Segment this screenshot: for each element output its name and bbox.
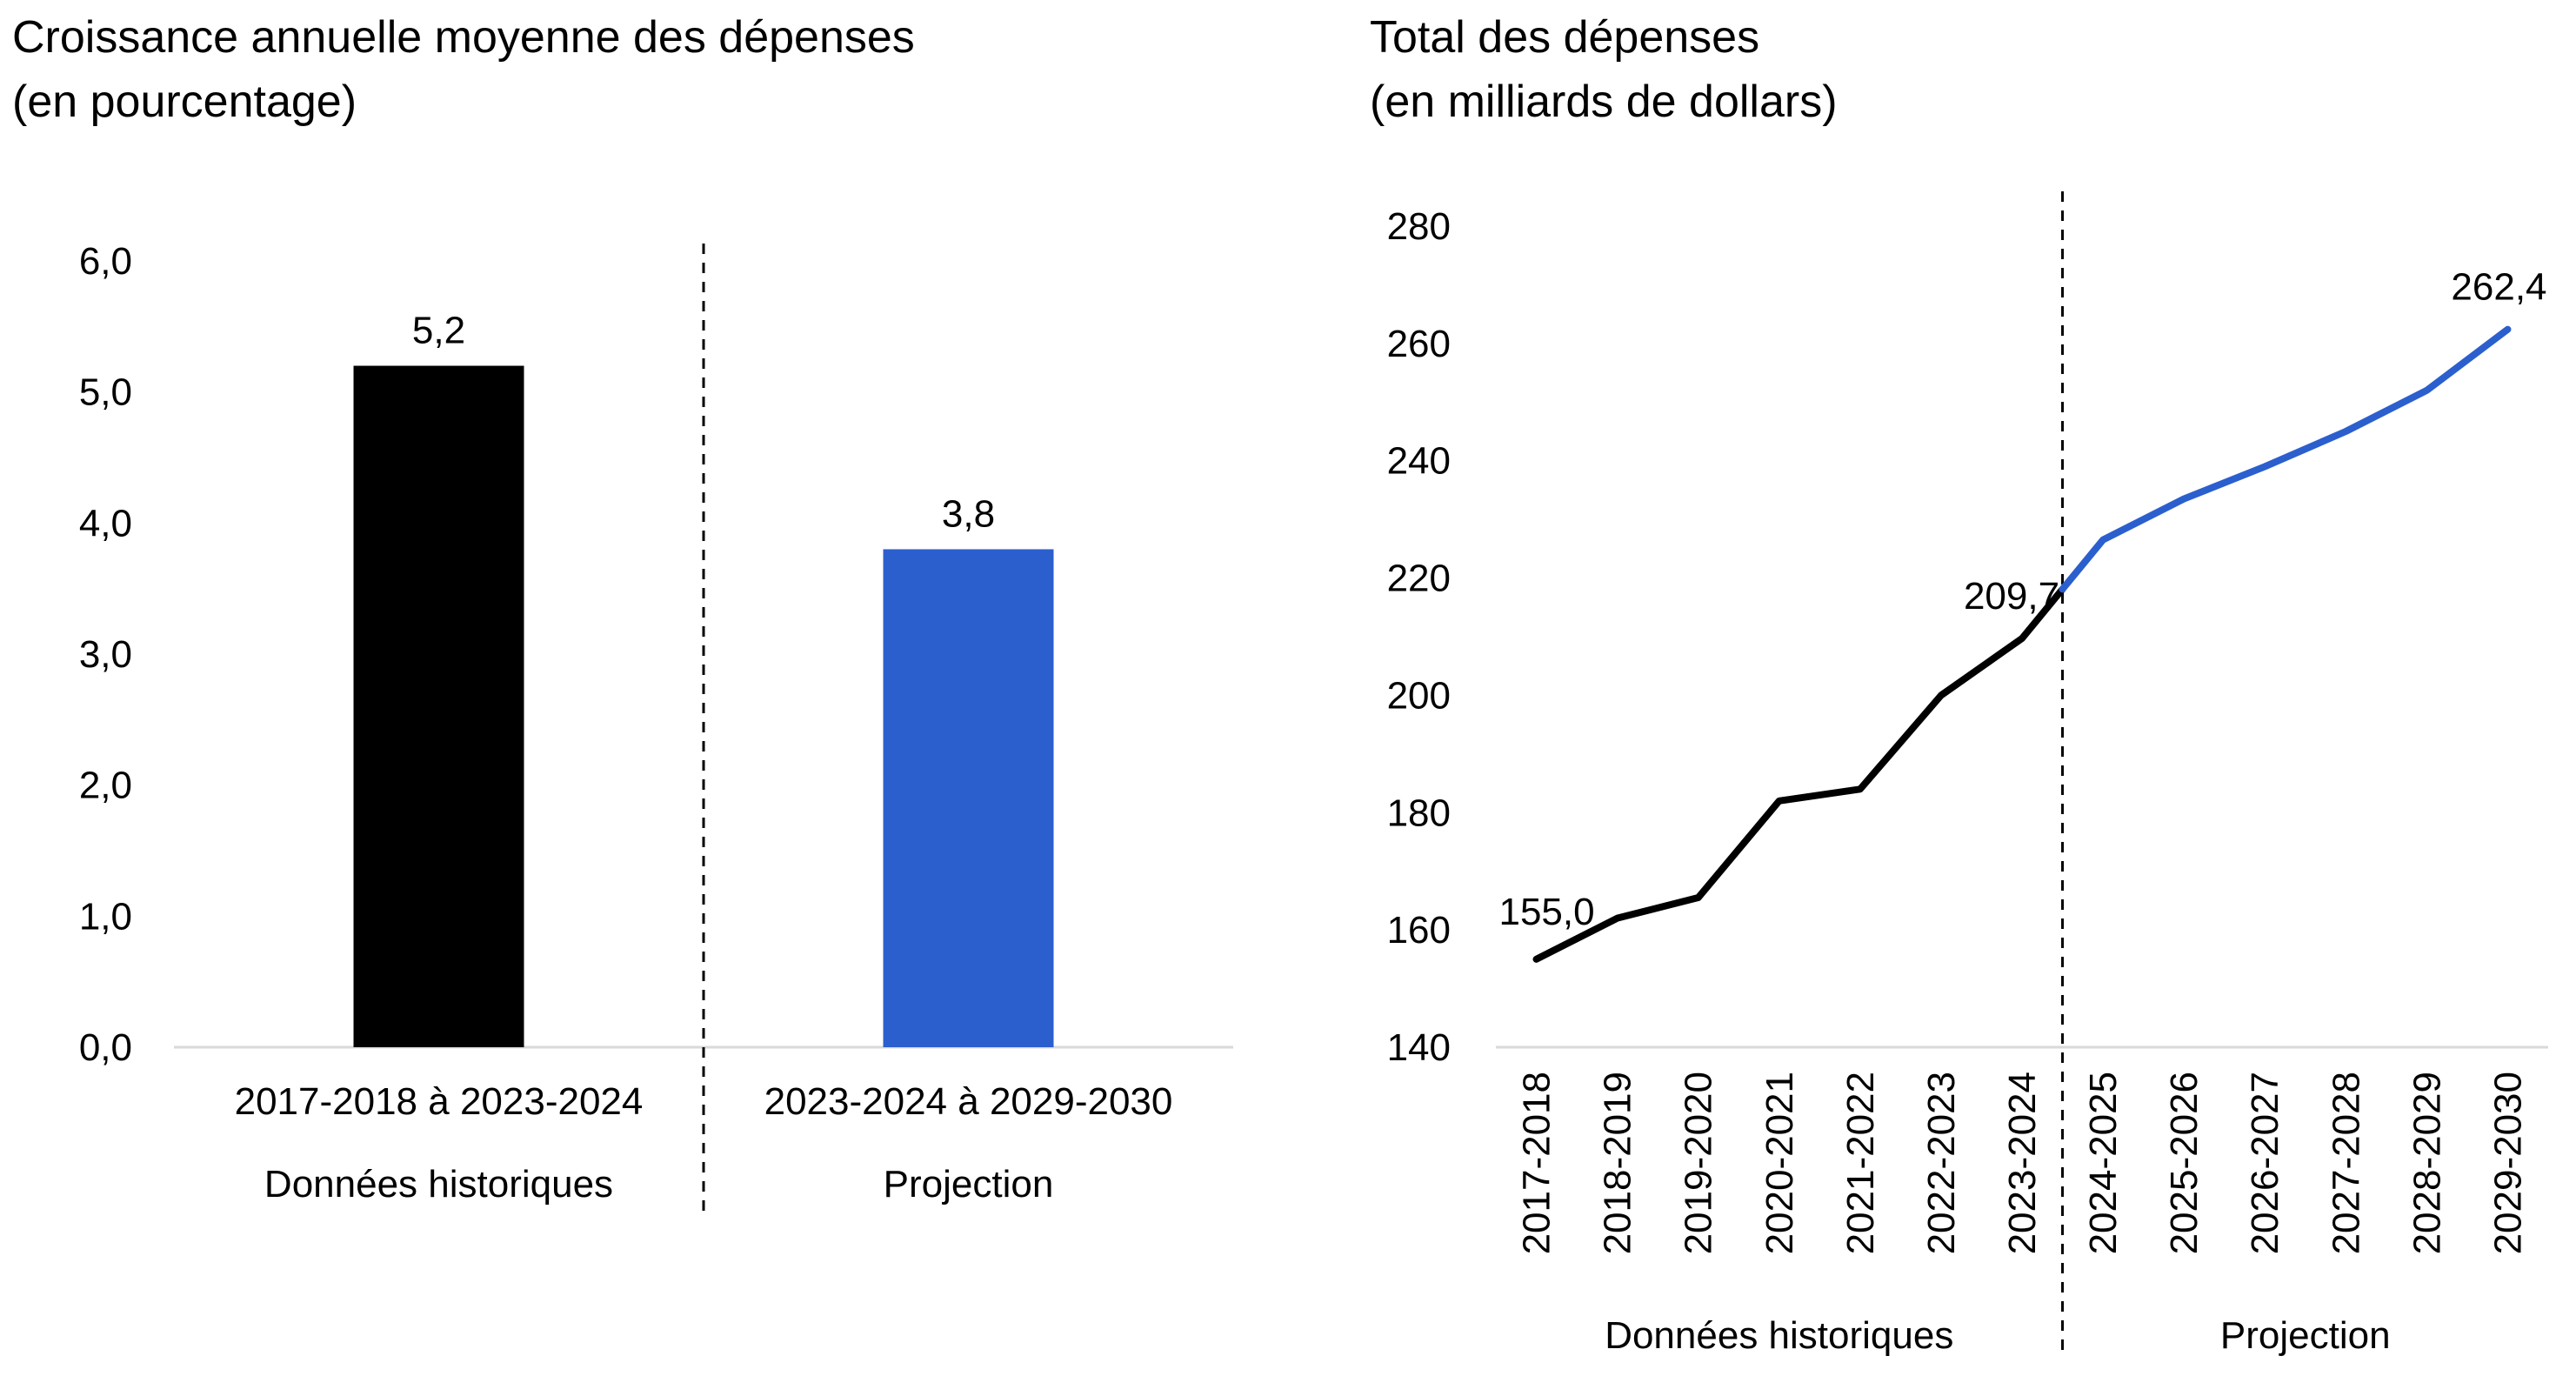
line-y-tick-label: 160	[1387, 909, 1451, 952]
left-chart-title-main: Croissance annuelle moyenne des dépenses	[12, 12, 915, 63]
line-x-tick-label: 2017-2018	[1516, 1072, 1558, 1254]
line-x-tick-label: 2029-2030	[2486, 1072, 2529, 1254]
bar-chart: 0,0 1,0 2,0 3,0 4,0 5,0 6,0 5,2 2017-2018 à 2023…	[79, 240, 1233, 1219]
line-series-projection	[2059, 325, 2512, 593]
bar-y-tick-label: 3,0	[79, 633, 132, 676]
bar-y-tick-label: 2,0	[79, 765, 132, 807]
line-x-tick-label: 2024-2025	[2082, 1072, 2125, 1254]
line-x-tick-label: 2020-2021	[1758, 1072, 1801, 1254]
line-y-tick-label: 180	[1387, 792, 1451, 834]
line-y-tick-label: 200	[1387, 674, 1451, 717]
line-x-tick-label: 2025-2026	[2163, 1072, 2206, 1254]
line-x-tick-label: 2022-2023	[1920, 1072, 1963, 1254]
line-data-label: 209,7	[1964, 575, 2059, 618]
bar-value-label: 5,2	[412, 310, 465, 352]
bar-category-label: 2017-2018 à 2023-2024	[235, 1080, 644, 1123]
line-y-tick-label: 140	[1387, 1026, 1451, 1069]
line-x-tick-label: 2026-2027	[2244, 1072, 2286, 1254]
bar-group-label: Données historiques	[264, 1163, 613, 1206]
line-group-label: Données historiques	[1605, 1314, 1953, 1357]
bar-y-tick-label: 0,0	[79, 1026, 132, 1069]
line-x-tick-label: 2019-2020	[1678, 1072, 1720, 1254]
bar-group-label: Projection	[884, 1163, 1054, 1206]
left-chart-title: Croissance annuelle moyenne des dépenses…	[12, 5, 915, 134]
line-group-label: Projection	[2220, 1314, 2391, 1357]
right-chart-title: Total des dépenses (en milliards de doll…	[1370, 5, 1838, 134]
line-data-label: 262,4	[2451, 266, 2546, 309]
line-chart: 140 160 180 200 220 240 260 280 2017-2018 2018-20…	[1387, 191, 2548, 1359]
bar-y-tick-label: 1,0	[79, 895, 132, 938]
line-data-label: 155,0	[1498, 891, 1594, 933]
line-x-tick-label: 2023-2024	[2001, 1072, 2044, 1254]
right-chart-title-main: Total des dépenses	[1370, 12, 1760, 63]
line-y-tick-label: 220	[1387, 558, 1451, 600]
line-y-tick-label: 240	[1387, 440, 1451, 483]
bar-y-tick-label: 4,0	[79, 502, 132, 544]
line-x-tick-label: 2027-2028	[2325, 1072, 2367, 1254]
left-chart-subtitle: (en pourcentage)	[12, 77, 357, 127]
bar-y-tick-label: 6,0	[79, 240, 132, 283]
line-x-tick-label: 2018-2019	[1597, 1072, 1639, 1254]
line-y-tick-label: 280	[1387, 205, 1451, 248]
line-y-tick-label: 260	[1387, 323, 1451, 365]
right-chart-subtitle: (en milliards de dollars)	[1370, 77, 1838, 127]
line-x-tick-label: 2028-2029	[2406, 1072, 2448, 1254]
bar-projection	[883, 549, 1054, 1047]
bar-value-label: 3,8	[942, 492, 995, 535]
bar-historical	[353, 365, 524, 1047]
line-x-tick-label: 2021-2022	[1839, 1072, 1882, 1254]
bar-category-label: 2023-2024 à 2029-2030	[764, 1080, 1173, 1123]
bar-y-tick-label: 5,0	[79, 371, 132, 414]
line-series-historical	[1532, 585, 2066, 963]
